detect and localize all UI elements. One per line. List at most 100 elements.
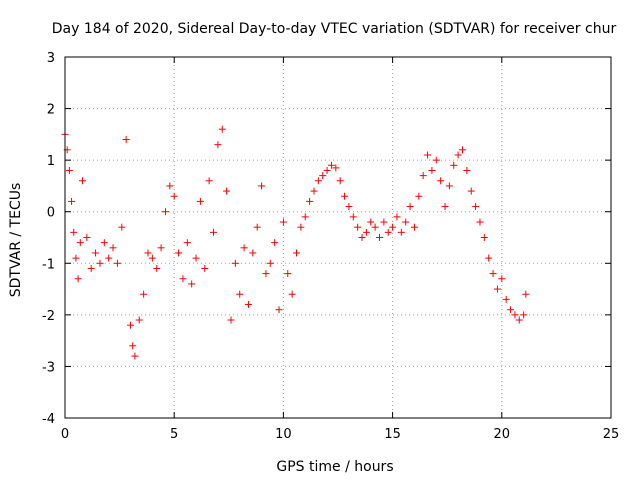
data-point xyxy=(520,311,528,319)
data-point xyxy=(118,223,126,231)
data-point xyxy=(87,264,95,272)
data-point xyxy=(424,151,432,159)
data-point xyxy=(410,223,418,231)
data-point xyxy=(210,228,218,236)
data-point xyxy=(271,239,279,247)
data-point xyxy=(135,316,143,324)
data-point xyxy=(493,285,501,293)
chart-title: Day 184 of 2020, Sidereal Day-to-day VTE… xyxy=(52,21,617,37)
data-point xyxy=(463,166,471,174)
data-point xyxy=(201,264,209,272)
data-point xyxy=(92,249,100,257)
data-point xyxy=(306,197,314,205)
data-point xyxy=(437,177,445,185)
data-point xyxy=(131,352,139,360)
grid xyxy=(65,57,611,418)
data-point xyxy=(109,244,117,252)
data-point xyxy=(323,166,331,174)
data-point xyxy=(406,203,414,211)
data-point xyxy=(345,203,353,211)
data-point xyxy=(341,192,349,200)
y-axis-label: SDTVAR / TECUs xyxy=(8,183,24,298)
data-point xyxy=(74,275,82,283)
data-point xyxy=(161,208,169,216)
data-point xyxy=(266,259,274,267)
y-tick-label: 3 xyxy=(47,51,55,66)
x-tick-label: 25 xyxy=(603,427,620,442)
x-tick-label: 10 xyxy=(275,427,292,442)
data-point xyxy=(175,249,183,257)
x-axis-label: GPS time / hours xyxy=(276,459,393,475)
data-point xyxy=(122,136,130,144)
data-point xyxy=(371,223,379,231)
data-point xyxy=(332,164,340,172)
data-point xyxy=(70,228,78,236)
data-point xyxy=(354,223,362,231)
data-point xyxy=(415,192,423,200)
data-point xyxy=(358,234,366,241)
data-point xyxy=(240,244,248,252)
data-point xyxy=(511,311,519,319)
data-point xyxy=(522,290,530,298)
data-point xyxy=(157,244,165,252)
data-point xyxy=(450,161,458,169)
data-point xyxy=(166,182,174,190)
data-point xyxy=(389,223,397,231)
data-point xyxy=(467,187,475,195)
data-point xyxy=(454,151,462,159)
data-point xyxy=(380,218,388,226)
plot-frame xyxy=(64,56,612,419)
y-tick-label: -1 xyxy=(42,257,55,272)
y-tick-label: -2 xyxy=(42,309,55,324)
x-tick-label: 15 xyxy=(384,427,401,442)
data-point xyxy=(367,218,375,226)
data-point xyxy=(192,254,200,262)
data-point xyxy=(310,187,318,195)
data-point xyxy=(127,321,135,329)
data-point xyxy=(188,280,196,288)
data-point xyxy=(515,316,523,324)
y-tick-label: 2 xyxy=(47,103,55,118)
data-point xyxy=(336,177,344,185)
data-point xyxy=(489,270,497,278)
data-point xyxy=(432,156,440,164)
data-point xyxy=(183,239,191,247)
data-point xyxy=(288,290,296,298)
data-point xyxy=(129,342,137,350)
y-tick-label: -3 xyxy=(42,360,55,375)
data-point xyxy=(100,239,108,247)
data-point xyxy=(83,234,91,241)
data-point xyxy=(472,203,480,211)
x-tick-label: 0 xyxy=(61,427,69,442)
y-tick-label: 1 xyxy=(47,154,55,169)
data-point xyxy=(458,146,466,154)
data-point xyxy=(476,218,484,226)
data-point xyxy=(105,254,113,262)
data-point xyxy=(227,316,235,324)
y-tick-label: -4 xyxy=(42,412,55,427)
data-point xyxy=(253,223,261,231)
data-point xyxy=(214,141,222,149)
data-point xyxy=(275,306,283,314)
data-point xyxy=(76,239,84,247)
data-point xyxy=(297,223,305,231)
data-series xyxy=(61,125,530,360)
x-tick-label: 20 xyxy=(494,427,511,442)
data-point xyxy=(196,197,204,205)
data-point xyxy=(244,301,252,309)
data-point xyxy=(384,228,392,236)
data-point xyxy=(327,161,335,169)
data-point xyxy=(349,213,357,221)
data-point xyxy=(397,228,405,236)
data-point xyxy=(393,213,401,221)
data-point xyxy=(170,192,178,200)
data-point xyxy=(113,259,121,267)
data-point xyxy=(362,228,370,236)
data-point xyxy=(68,197,76,205)
data-point xyxy=(402,218,410,226)
data-point xyxy=(498,275,506,283)
data-point xyxy=(231,259,239,267)
data-point xyxy=(485,254,493,262)
